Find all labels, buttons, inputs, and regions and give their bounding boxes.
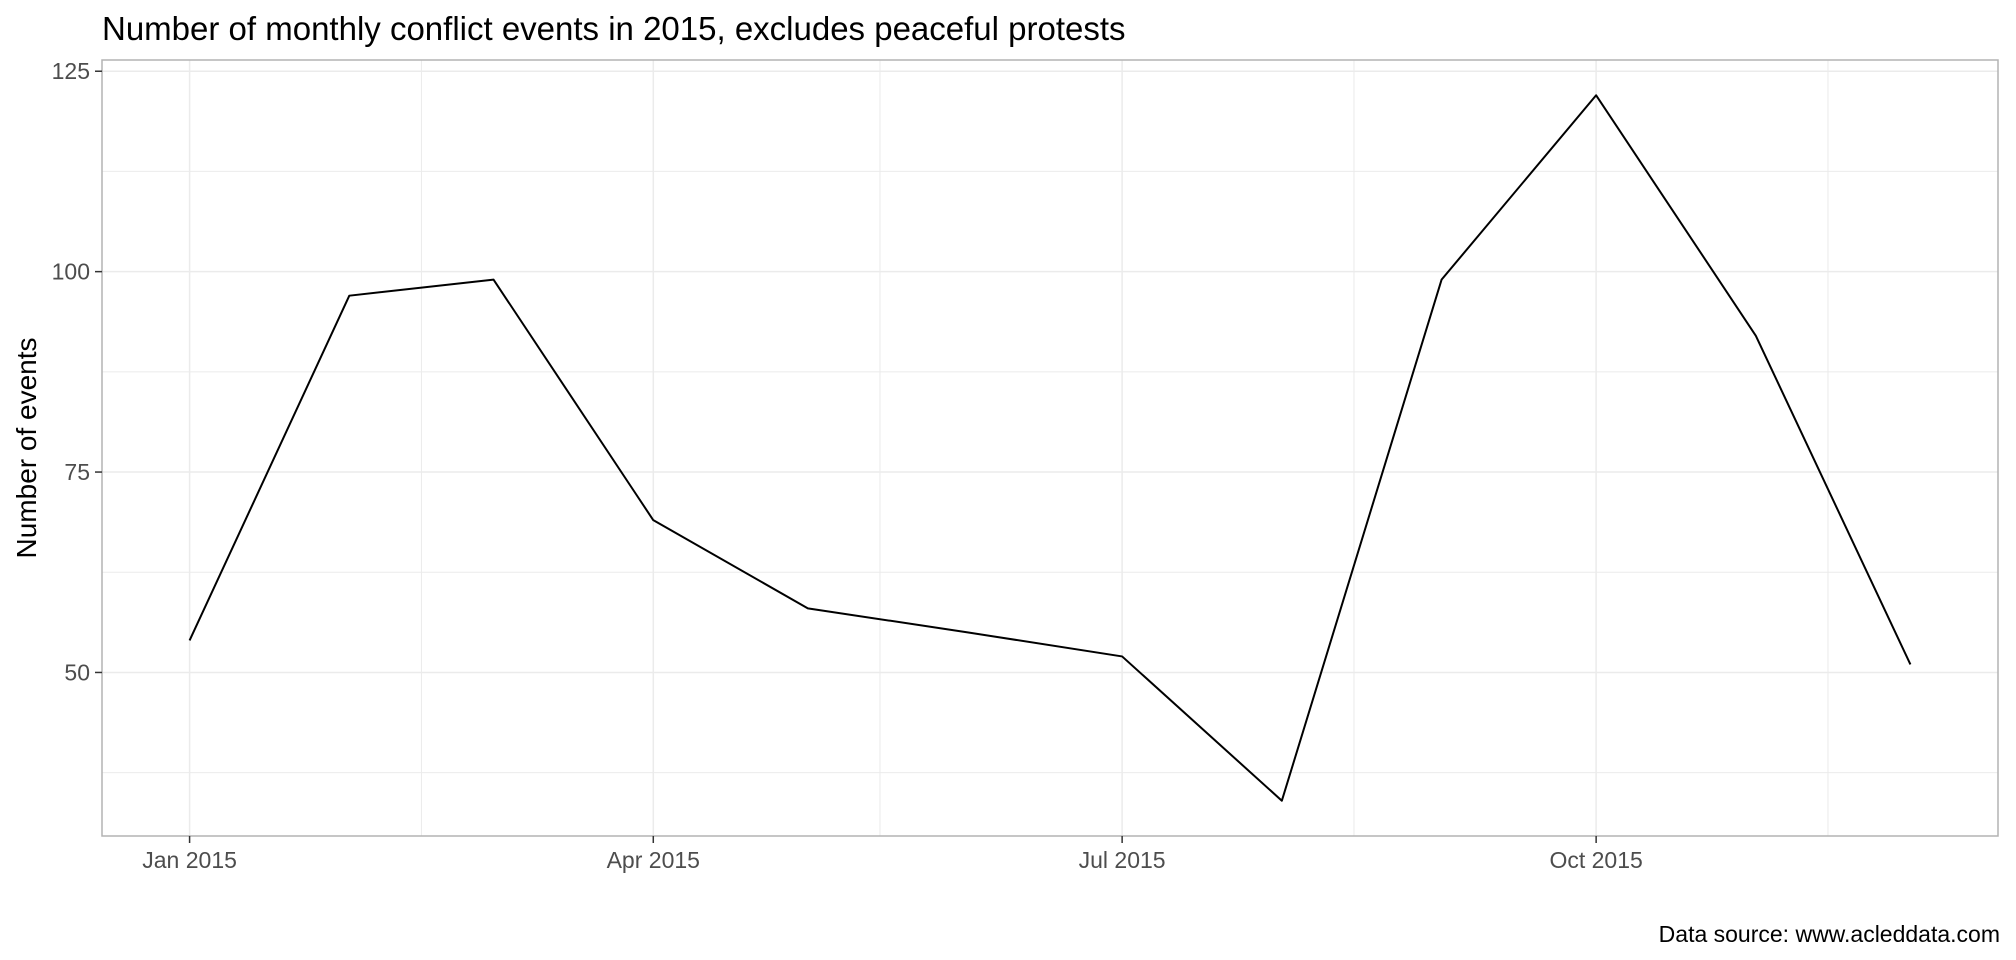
y-tick-label: 100	[52, 259, 90, 285]
x-tick-label: Jul 2015	[1079, 847, 1166, 873]
x-tick-label: Jan 2015	[142, 847, 237, 873]
gridlines	[102, 60, 1998, 836]
y-tick-label: 75	[64, 459, 90, 485]
x-tick-label: Apr 2015	[607, 847, 700, 873]
y-tick-label: 125	[52, 58, 90, 84]
chart-title: Number of monthly conflict events in 201…	[102, 10, 1126, 47]
y-axis: 50 75 100 125	[52, 58, 102, 685]
y-axis-title: Number of events	[11, 338, 42, 559]
x-tick-label: Oct 2015	[1549, 847, 1642, 873]
x-axis: Jan 2015 Apr 2015 Jul 2015 Oct 2015	[142, 836, 1643, 873]
panel-border	[101, 59, 1999, 837]
plot-panel	[101, 59, 1999, 837]
series-line	[188, 94, 1912, 802]
data-source-caption: Data source: www.acleddata.com	[1659, 921, 2000, 947]
y-tick-label: 50	[64, 659, 90, 685]
